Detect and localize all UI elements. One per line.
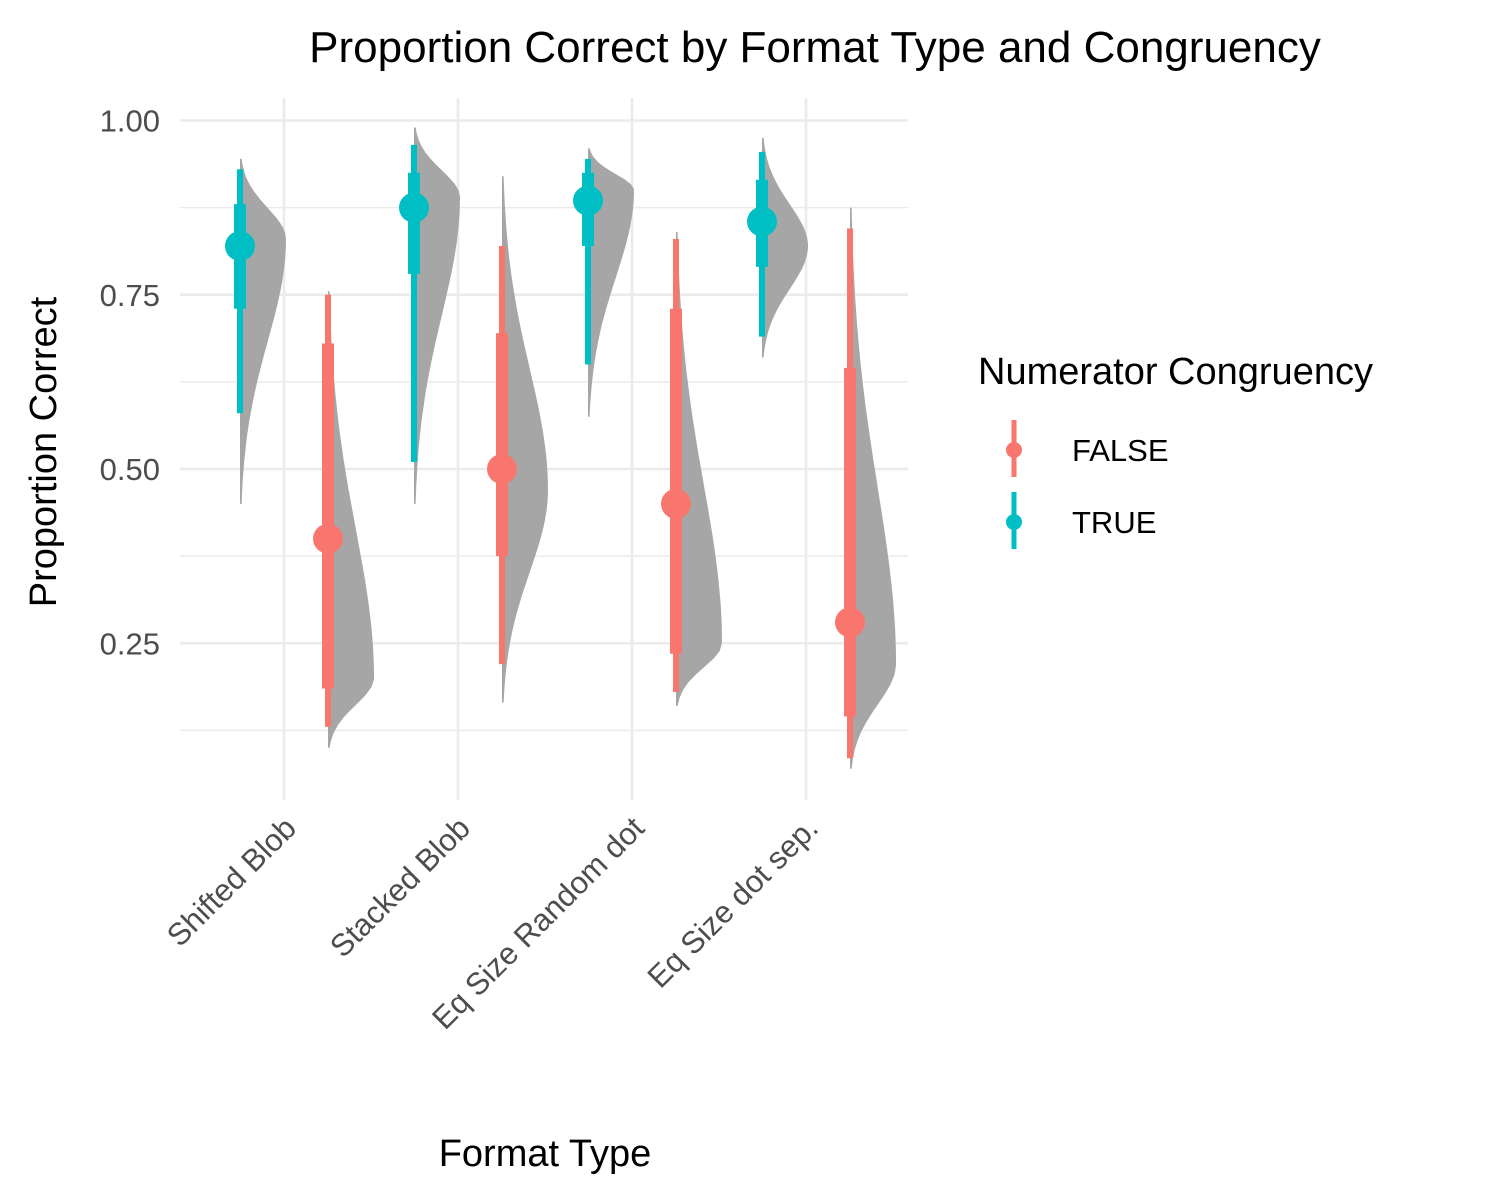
interval-false	[661, 238, 691, 693]
y-tick-label: 0.50	[100, 452, 160, 487]
legend: Numerator Congruency FALSE TRUE	[978, 351, 1373, 549]
legend-entry: TRUE	[1006, 492, 1156, 549]
interval-true	[573, 158, 603, 365]
median-point	[313, 523, 343, 554]
violin-false	[502, 176, 548, 703]
x-axis-title: Format Type	[439, 1133, 652, 1175]
legend-label: TRUE	[1072, 505, 1156, 540]
interval-true	[747, 151, 777, 337]
y-tick-label: 0.25	[100, 626, 160, 661]
x-tick-label: Eq Size dot sep.	[641, 810, 825, 994]
violin-true	[414, 127, 460, 504]
median-point	[835, 607, 865, 638]
legend-label: FALSE	[1072, 433, 1169, 468]
y-tick-labels: 0.25 0.50 0.75 1.00	[100, 104, 160, 662]
median-point	[225, 230, 255, 261]
legend-title: Numerator Congruency	[978, 351, 1373, 393]
x-tick-label: Shifted Blob	[160, 810, 303, 953]
median-point	[747, 206, 777, 237]
violins	[240, 127, 896, 769]
legend-key-point	[1006, 514, 1022, 530]
interval-false	[835, 228, 865, 759]
y-tick-label: 0.75	[100, 278, 160, 313]
interval-false	[487, 245, 517, 665]
median-point	[573, 185, 603, 216]
violin-false	[676, 232, 722, 706]
median-point	[487, 454, 517, 484]
x-tick-label: Stacked Blob	[323, 810, 477, 964]
violin-true	[240, 158, 286, 504]
median-point	[661, 488, 691, 519]
violin-false	[850, 207, 896, 769]
interval-false	[313, 294, 343, 727]
chart-title: Proportion Correct by Format Type and Co…	[309, 23, 1321, 72]
violin-false	[328, 291, 374, 748]
violin-true	[588, 148, 634, 417]
y-tick-label: 1.00	[100, 104, 160, 139]
y-axis-title: Proportion Correct	[23, 296, 65, 607]
point-intervals	[225, 144, 865, 759]
interval-true	[399, 144, 429, 463]
legend-key-point	[1006, 442, 1022, 458]
median-point	[399, 192, 429, 223]
legend-entry: FALSE	[1006, 420, 1169, 477]
interval-true	[225, 169, 255, 414]
violin-true	[762, 137, 808, 358]
